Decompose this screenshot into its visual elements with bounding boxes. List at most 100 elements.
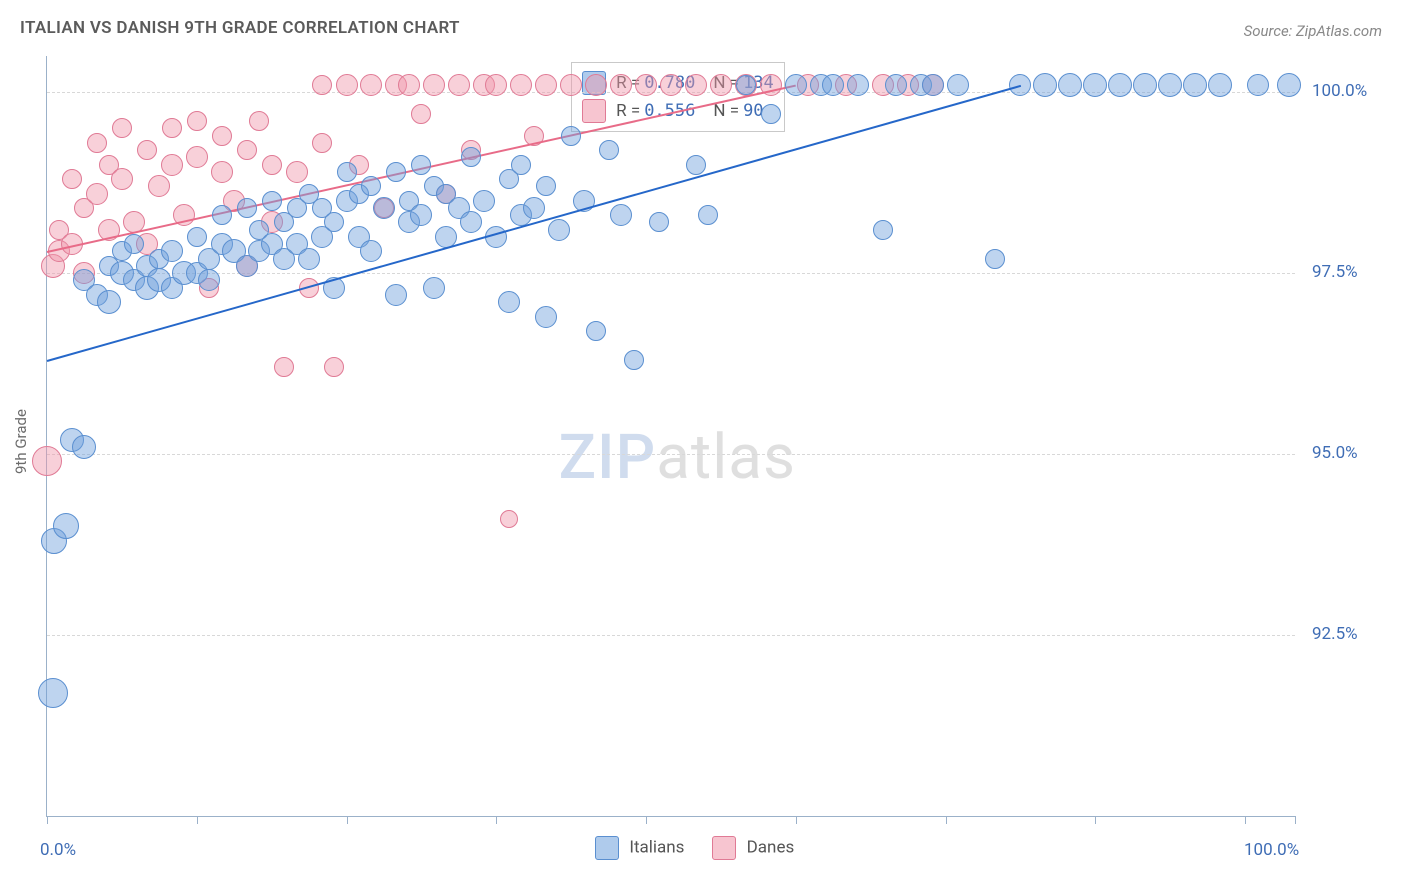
italians-point xyxy=(262,191,282,211)
danes-point xyxy=(86,183,108,205)
watermark-a: ZIP xyxy=(559,421,657,494)
italians-point xyxy=(53,513,79,539)
danes-point xyxy=(500,510,518,528)
watermark: ZIPatlas xyxy=(559,421,796,494)
italians-point xyxy=(1158,73,1182,97)
italians-point xyxy=(97,290,121,314)
x-tick xyxy=(1095,816,1096,824)
gridline xyxy=(47,273,1295,274)
italians-point xyxy=(1058,73,1082,97)
danes-point xyxy=(212,126,232,146)
italians-point xyxy=(124,234,144,254)
series-legend-item: Italians xyxy=(595,836,684,860)
series-legend: Italians Danes xyxy=(595,836,794,860)
italians-point xyxy=(410,204,432,226)
italians-point xyxy=(473,190,495,212)
italians-point xyxy=(947,74,969,96)
danes-point xyxy=(312,133,332,153)
y-tick-label: 92.5% xyxy=(1312,624,1358,644)
gridline xyxy=(47,635,1295,636)
italians-point xyxy=(72,435,96,459)
danes-point xyxy=(710,74,732,96)
italians-point xyxy=(822,74,844,96)
italians-point xyxy=(599,140,619,160)
italians-point xyxy=(985,249,1005,269)
italians-point xyxy=(847,74,869,96)
italians-point xyxy=(624,350,644,370)
danes-point xyxy=(560,74,582,96)
danes-point xyxy=(137,140,157,160)
italians-point xyxy=(1083,73,1107,97)
italians-point xyxy=(198,269,220,291)
danes-point xyxy=(148,175,170,197)
italians-point xyxy=(337,162,357,182)
danes-point xyxy=(62,169,82,189)
italians-point xyxy=(460,211,482,233)
danes-point xyxy=(610,74,632,96)
italians-point xyxy=(161,240,183,262)
italians-point xyxy=(511,155,531,175)
italians-point xyxy=(385,284,407,306)
danes-point xyxy=(660,74,682,96)
danes-point xyxy=(535,74,557,96)
x-tick-label: 100.0% xyxy=(1244,840,1299,860)
danes-point xyxy=(423,74,445,96)
italians-point xyxy=(237,198,257,218)
gridline xyxy=(47,454,1295,455)
series-legend-item: Danes xyxy=(712,836,794,860)
danes-point xyxy=(510,74,532,96)
danes-point xyxy=(87,133,107,153)
italians-point xyxy=(873,220,893,240)
italians-point xyxy=(785,74,807,96)
danes-point xyxy=(186,146,208,168)
x-tick xyxy=(646,816,647,824)
danes-point xyxy=(286,161,308,183)
stats-legend: R = 0.780N = 134R = 0.556N = 90 xyxy=(571,62,785,132)
x-tick xyxy=(47,816,48,824)
italians-point xyxy=(885,74,907,96)
italians-point xyxy=(586,321,606,341)
x-tick xyxy=(496,816,497,824)
italians-point xyxy=(548,219,570,241)
x-tick xyxy=(946,816,947,824)
watermark-b: atlas xyxy=(656,421,796,494)
italians-point xyxy=(386,162,406,182)
italians-point xyxy=(736,75,756,95)
danes-point xyxy=(336,74,358,96)
italians-point xyxy=(498,291,520,313)
italians-point xyxy=(1247,74,1269,96)
danes-point xyxy=(249,111,269,131)
danes-point xyxy=(312,75,332,95)
x-tick xyxy=(347,816,348,824)
italians-point xyxy=(1277,73,1301,97)
danes-point xyxy=(262,155,282,175)
italians-point xyxy=(187,227,207,247)
x-tick xyxy=(197,816,198,824)
italians-point xyxy=(523,197,545,219)
y-axis-label: 9th Grade xyxy=(12,409,30,474)
italians-point xyxy=(461,147,481,167)
danes-point xyxy=(411,104,431,124)
danes-point xyxy=(485,74,507,96)
x-tick-label: 0.0% xyxy=(40,840,76,860)
italians-point xyxy=(298,248,320,270)
danes-point xyxy=(448,74,470,96)
italians-point xyxy=(411,155,431,175)
plot-area: ZIPatlas R = 0.780N = 134R = 0.556N = 90 xyxy=(46,56,1295,817)
chart-title: ITALIAN VS DANISH 9TH GRADE CORRELATION … xyxy=(20,18,460,38)
italians-point xyxy=(649,212,669,232)
danes-point xyxy=(211,161,233,183)
italians-point xyxy=(361,176,381,196)
danes-point xyxy=(274,357,294,377)
italians-point xyxy=(1183,73,1207,97)
italians-point xyxy=(686,155,706,175)
x-tick xyxy=(1295,816,1296,824)
danes-point xyxy=(32,446,62,476)
italians-point xyxy=(360,240,382,262)
y-tick-label: 95.0% xyxy=(1312,443,1358,463)
danes-point xyxy=(111,168,133,190)
danes-point xyxy=(162,118,182,138)
danes-point xyxy=(398,74,420,96)
danes-point xyxy=(635,74,657,96)
italians-point xyxy=(761,104,781,124)
